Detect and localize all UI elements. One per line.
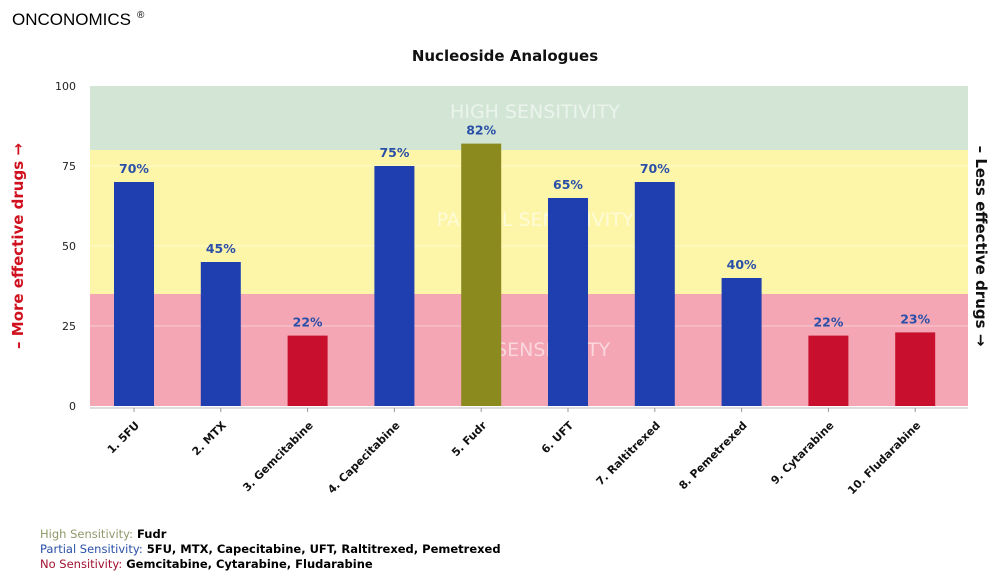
data-label: 45% — [206, 241, 236, 256]
x-tick-label: 5. Fudr — [449, 419, 490, 460]
bar-5 — [461, 143, 502, 406]
x-tick-label: 3. Gemcitabine — [240, 419, 315, 494]
registered-mark: ® — [137, 10, 145, 22]
data-label: 70% — [119, 161, 149, 176]
chart-title: Nucleoside Analogues — [412, 47, 598, 65]
data-label: 70% — [640, 161, 670, 176]
x-tick-label: 10. Fludarabine — [845, 419, 923, 497]
legend-value: Fudr — [137, 527, 167, 541]
x-tick-label: 9. Cytarabine — [768, 419, 836, 487]
y-axis-label-right: – Less effective drugs → — [972, 146, 990, 347]
bar-1 — [114, 182, 154, 406]
data-label: 22% — [293, 315, 323, 330]
x-tick-label: 8. Pemetrexed — [676, 419, 749, 492]
data-label: 75% — [379, 145, 409, 160]
bar-6 — [548, 198, 588, 406]
legend-key: Partial Sensitivity: — [40, 542, 143, 556]
sensitivity-legend: High Sensitivity: Fudr Partial Sensitivi… — [40, 527, 501, 572]
legend-partial: Partial Sensitivity: 5FU, MTX, Capecitab… — [40, 542, 501, 557]
bar-2 — [200, 262, 241, 406]
y-tick-label: 50 — [62, 240, 76, 253]
legend-none: No Sensitivity: Gemcitabine, Cytarabine,… — [40, 557, 501, 572]
y-tick-label: 100 — [55, 80, 76, 93]
x-tick-label: 7. Raltitrexed — [594, 419, 663, 488]
band-high — [90, 86, 968, 150]
bar-9 — [808, 335, 849, 406]
x-tick-label: 6. UFT — [539, 419, 577, 457]
brand-name: ONCONOMICS — [12, 10, 131, 29]
data-label: 22% — [813, 315, 843, 330]
brand-logo: ONCONOMICS ® — [12, 10, 144, 30]
bar-3 — [287, 335, 328, 406]
x-tick-label: 4. Capecitabine — [325, 419, 402, 496]
legend-key: High Sensitivity: — [40, 527, 133, 541]
y-tick-label: 25 — [62, 320, 76, 333]
bar-8 — [721, 278, 762, 406]
y-tick-label: 75 — [62, 160, 76, 173]
legend-high: High Sensitivity: Fudr — [40, 527, 501, 542]
legend-value: 5FU, MTX, Capecitabine, UFT, Raltitrexed… — [146, 542, 501, 556]
y-axis-label-left: – More effective drugs → — [9, 143, 27, 349]
x-tick-label: 1. 5FU — [105, 419, 142, 456]
x-tick-label: 2. MTX — [190, 419, 230, 459]
data-label: 23% — [900, 311, 930, 326]
band-label-high: HIGH SENSITIVITY — [450, 101, 620, 123]
y-tick-label: 0 — [69, 400, 76, 413]
data-label: 65% — [553, 177, 583, 192]
bar-7 — [634, 182, 675, 406]
legend-value: Gemcitabine, Cytarabine, Fludarabine — [126, 557, 373, 571]
bar-4 — [374, 166, 415, 406]
data-label: 40% — [727, 257, 757, 272]
data-label: 82% — [466, 123, 496, 138]
legend-key: No Sensitivity: — [40, 557, 123, 571]
bar-10 — [895, 332, 936, 406]
